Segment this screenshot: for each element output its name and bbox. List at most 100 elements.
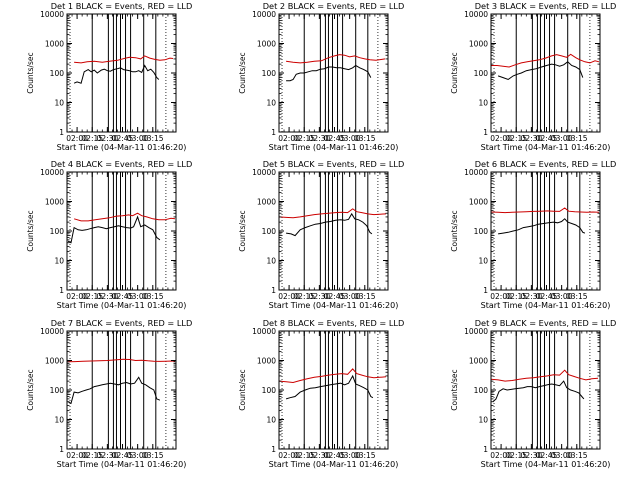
x-tick-label: 03:15 <box>566 451 588 460</box>
y-tick-label: 100 <box>474 69 489 78</box>
y-axis-label: Counts/sec <box>26 210 35 251</box>
y-tick-label: 1 <box>271 286 276 295</box>
x-tick-label: 03:15 <box>566 134 588 143</box>
detector-panel-5: Det 5 BLACK = Events, RED = LLD 1 10 100 100… <box>238 159 404 310</box>
x-tick-label: 02:45 <box>112 134 134 143</box>
x-tick-label: 02:00 <box>66 451 88 460</box>
events-series-line <box>67 376 161 405</box>
x-tick-label: 02:15 <box>505 134 527 143</box>
x-tick-label: 02:45 <box>536 134 558 143</box>
x-tick-label: 02:15 <box>81 451 103 460</box>
y-tick-label: 1000 <box>469 357 488 366</box>
lld-series-line <box>490 369 599 382</box>
x-tick-label: 03:15 <box>142 134 164 143</box>
detector-panel-9: Det 9 BLACK = Events, RED = LLD 1 10 100 100… <box>450 318 616 469</box>
x-tick-label: 02:30 <box>97 451 119 460</box>
events-series-line <box>286 64 372 82</box>
x-tick-label: 02:15 <box>293 451 315 460</box>
y-axis-label: Counts/sec <box>450 210 459 251</box>
x-tick-label: 02:30 <box>521 451 543 460</box>
y-tick-label: 100 <box>474 227 489 236</box>
y-axis-label: Counts/sec <box>26 369 35 410</box>
detector-panel-2: Det 2 BLACK = Events, RED = LLD 1 10 100 100… <box>238 1 405 152</box>
y-tick-label: 10 <box>54 99 64 108</box>
plot-frame <box>66 13 177 133</box>
events-series-line <box>492 380 585 403</box>
x-tick-label: 03:15 <box>142 451 164 460</box>
x-tick-label: 02:45 <box>324 451 346 460</box>
x-tick-label: 03:00 <box>127 134 149 143</box>
x-tick-label: 02:00 <box>278 451 300 460</box>
lld-series-line <box>66 358 176 363</box>
y-tick-label: 1 <box>483 128 488 137</box>
plot-frame <box>278 330 389 450</box>
panel-title: Det 2 BLACK = Events, RED = LLD <box>263 1 405 11</box>
x-tick-label: 02:45 <box>324 292 346 301</box>
plot-frame <box>278 171 389 291</box>
detector-panel-6: Det 6 BLACK = Events, RED = LLD 1 10 100 100… <box>450 159 616 310</box>
y-tick-label: 100 <box>474 386 489 395</box>
y-axis-label: Counts/sec <box>450 52 459 93</box>
x-tick-label: 03:00 <box>551 134 573 143</box>
x-tick-label: 02:00 <box>66 134 88 143</box>
x-tick-label: 02:30 <box>97 134 119 143</box>
y-tick-label: 10 <box>478 416 488 425</box>
y-tick-label: 1 <box>59 286 64 295</box>
y-axis-label: Counts/sec <box>238 210 247 251</box>
panel-title: Det 1 BLACK = Events, RED = LLD <box>51 1 193 11</box>
y-tick-label: 10000 <box>252 168 276 177</box>
y-tick-label: 10 <box>478 99 488 108</box>
x-tick-label: 03:00 <box>339 292 361 301</box>
events-series-line <box>498 218 586 235</box>
y-tick-label: 100 <box>50 386 65 395</box>
detector-panel-3: Det 3 BLACK = Events, RED = LLD 1 10 100 100… <box>450 1 617 152</box>
y-tick-label: 1000 <box>469 40 488 49</box>
lld-series-line <box>278 208 387 219</box>
lld-series-line <box>491 53 600 68</box>
x-axis-label: Start Time (04-Mar-11 01:46:20) <box>57 460 187 469</box>
y-tick-label: 1 <box>483 445 488 454</box>
y-tick-label: 10000 <box>40 168 64 177</box>
y-tick-label: 10000 <box>464 327 488 336</box>
y-axis-label: Counts/sec <box>450 369 459 410</box>
x-tick-label: 02:45 <box>324 134 346 143</box>
x-tick-label: 02:45 <box>112 451 134 460</box>
y-tick-label: 1 <box>271 445 276 454</box>
plot-frame <box>66 171 177 291</box>
y-tick-label: 1 <box>59 445 64 454</box>
y-tick-label: 1000 <box>45 40 64 49</box>
x-tick-label: 03:15 <box>354 292 376 301</box>
plot-frame <box>490 171 601 291</box>
x-tick-label: 03:00 <box>339 134 361 143</box>
y-tick-label: 10 <box>266 257 276 266</box>
detector-panel-8: Det 8 BLACK = Events, RED = LLD 1 10 100 100… <box>238 318 405 469</box>
y-tick-label: 1 <box>59 128 64 137</box>
x-tick-label: 02:00 <box>490 134 512 143</box>
x-tick-label: 02:00 <box>278 292 300 301</box>
x-tick-label: 03:00 <box>127 451 149 460</box>
x-tick-label: 02:30 <box>309 292 331 301</box>
detector-panel-1: Det 1 BLACK = Events, RED = LLD 1 10 100 100… <box>26 1 193 152</box>
y-axis-label: Counts/sec <box>238 52 247 93</box>
x-tick-label: 02:15 <box>293 134 315 143</box>
y-tick-label: 1000 <box>45 198 64 207</box>
x-axis-label: Start Time (04-Mar-11 01:46:20) <box>269 301 399 310</box>
lld-series-line <box>73 212 176 222</box>
panel-title: Det 8 BLACK = Events, RED = LLD <box>263 318 405 328</box>
x-tick-label: 02:45 <box>536 451 558 460</box>
x-tick-label: 03:00 <box>127 292 149 301</box>
plot-frame <box>66 330 177 450</box>
x-tick-label: 03:00 <box>551 451 573 460</box>
y-tick-label: 10 <box>478 257 488 266</box>
x-tick-label: 02:00 <box>66 292 88 301</box>
y-tick-label: 100 <box>262 386 277 395</box>
panel-title: Det 3 BLACK = Events, RED = LLD <box>475 1 617 11</box>
x-axis-label: Start Time (04-Mar-11 01:46:20) <box>269 460 399 469</box>
y-tick-label: 1000 <box>257 198 276 207</box>
x-tick-label: 03:15 <box>354 451 376 460</box>
panel-title: Det 7 BLACK = Events, RED = LLD <box>51 318 193 328</box>
x-axis-label: Start Time (04-Mar-11 01:46:20) <box>57 301 187 310</box>
x-tick-label: 02:30 <box>97 292 119 301</box>
y-tick-label: 10000 <box>40 10 64 19</box>
